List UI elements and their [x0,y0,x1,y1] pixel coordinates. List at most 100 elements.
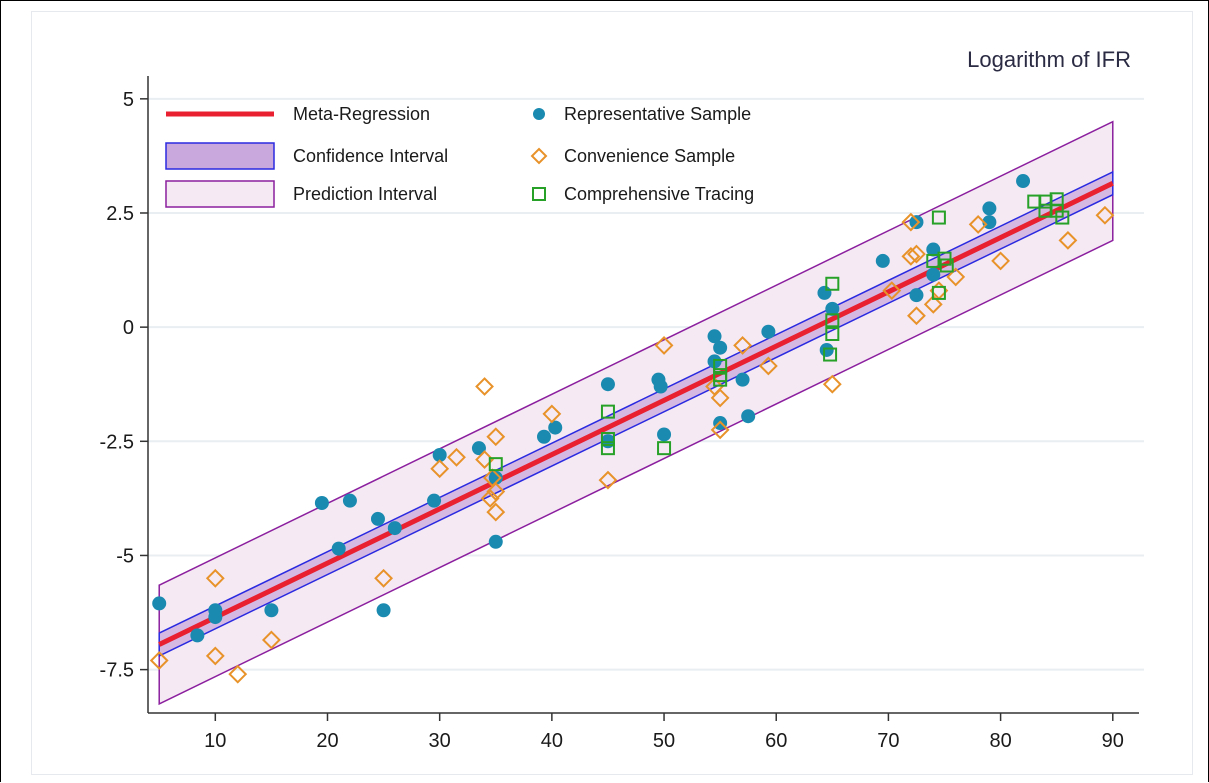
convenience-sample-point [205,646,225,666]
representative-sample-point [875,253,890,268]
convenience-sample-point [710,420,730,440]
representative-sample-point [190,628,205,643]
representative-sample-point [817,285,832,300]
legend-label: Convenience Sample [564,146,735,166]
x-tick-label: 60 [765,730,787,752]
representative-sample-point [208,610,223,625]
comprehensive-tracing-point [713,372,728,387]
convenience-sample-point [733,335,752,355]
representative-sample-point [982,201,997,216]
x-tick-label: 30 [429,730,451,752]
legend-label: Prediction Interval [293,184,437,204]
y-tick-label: -2.5 [100,431,134,453]
representative-sample-point [387,521,402,536]
representative-sample-point [537,429,552,444]
convenience-sample-point [149,651,169,670]
convenience-sample-point [598,470,618,490]
convenience-sample-point [654,335,674,355]
convenience-sample-point [907,244,926,264]
representative-sample-point [600,377,615,392]
convenience-sample-point [542,404,562,424]
legend-convenience-key [530,147,548,165]
representative-sample-point [432,448,447,463]
comprehensive-tracing-point [825,326,840,341]
y-tick-label: 5 [123,89,134,111]
representative-sample-point [1016,174,1031,189]
convenience-sample-point [205,568,225,588]
convenience-sample-point [475,377,494,396]
convenience-sample-point [480,488,500,508]
representative-sample-point [370,511,385,526]
convenience-sample-point [710,388,730,408]
representative-sample-point [376,603,391,618]
comprehensive-tracing-point [823,347,838,362]
representative-sample-point [819,342,834,357]
meta-regression-line [158,181,1114,647]
y-tick-label: 0 [123,317,134,339]
convenience-sample-point [946,267,966,287]
convenience-sample-point [968,214,988,234]
comprehensive-tracing-point [931,210,946,225]
comprehensive-tracing-point [825,313,840,328]
comprehensive-tracing-point [600,441,615,456]
representative-sample-point [314,495,329,510]
interval-bands [158,120,1114,706]
representative-sample-point [761,324,776,339]
representative-sample-point [926,267,941,282]
representative-sample-point [735,372,750,387]
x-tick-label: 20 [316,730,338,752]
legend-label: Confidence Interval [293,146,448,166]
convenience-sample-point [991,251,1011,271]
y-tick-label: 2.5 [106,203,134,225]
representative-sample-point [926,242,941,257]
comprehensive-tracing-point [931,285,946,300]
representative-sample-point [825,301,840,316]
convenience-sample-point [1058,230,1078,250]
convenience-sample-point [228,664,248,684]
legend-label: Comprehensive Tracing [564,184,754,204]
convenience-sample-point [430,459,450,479]
legend-representative-key [533,108,545,120]
comprehensive-tracing-point [657,441,672,456]
representative-sample-point [909,215,924,230]
representative-sample-point [657,427,672,442]
legend-comprehensive-key [532,187,546,201]
comprehensive-tracing-point [825,276,840,291]
representative-sample-point [152,596,167,611]
legend-label: Meta-Regression [293,104,430,124]
representative-sample-point [488,470,503,485]
convenience-sample-point [374,568,394,588]
comprehensive-tracing-point [600,404,615,419]
chart-title: Logarithm of IFR [967,47,1131,72]
representative-sample-point [653,379,668,394]
representative-sample-point [471,441,486,456]
comprehensive-tracing-point [1055,210,1070,225]
convenience-sample-point [475,450,494,469]
convenience-sample-point [486,502,506,522]
convenience-sample-point [261,630,281,650]
x-tick-label: 50 [653,730,675,752]
convenience-sample-point [482,468,502,488]
comprehensive-tracing-point [600,432,615,447]
representative-sample-point [707,329,722,344]
legend-prediction-interval-key [165,180,275,208]
comprehensive-tracing-point [713,358,728,373]
representative-sample-point [264,603,279,618]
legend-label: Representative Sample [564,104,751,124]
legend-confidence-interval-key [165,142,275,170]
representative-sample-point [331,541,346,556]
x-tick-label: 90 [1102,730,1124,752]
convenience-sample-point [923,294,943,314]
y-tick-label: -5 [116,545,134,567]
x-tick-label: 80 [989,730,1011,752]
convenience-sample-point [486,427,506,447]
representative-sample-point [488,534,503,549]
y-tick-label: -7.5 [100,660,134,682]
convenience-sample-point [486,482,506,501]
convenience-sample-point [1095,205,1115,225]
comprehensive-tracing-point [939,258,954,273]
representative-sample-point [427,493,442,508]
x-tick-label: 70 [877,730,899,752]
convenience-sample-point [822,374,842,394]
